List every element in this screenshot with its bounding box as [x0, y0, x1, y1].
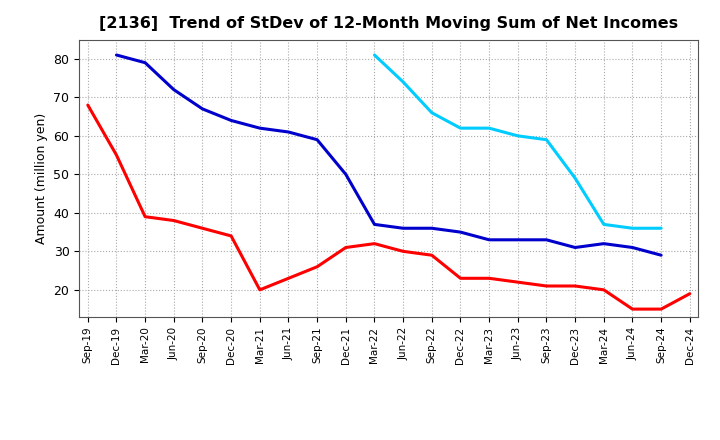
Title: [2136]  Trend of StDev of 12-Month Moving Sum of Net Incomes: [2136] Trend of StDev of 12-Month Moving… [99, 16, 678, 32]
Y-axis label: Amount (million yen): Amount (million yen) [35, 113, 48, 244]
